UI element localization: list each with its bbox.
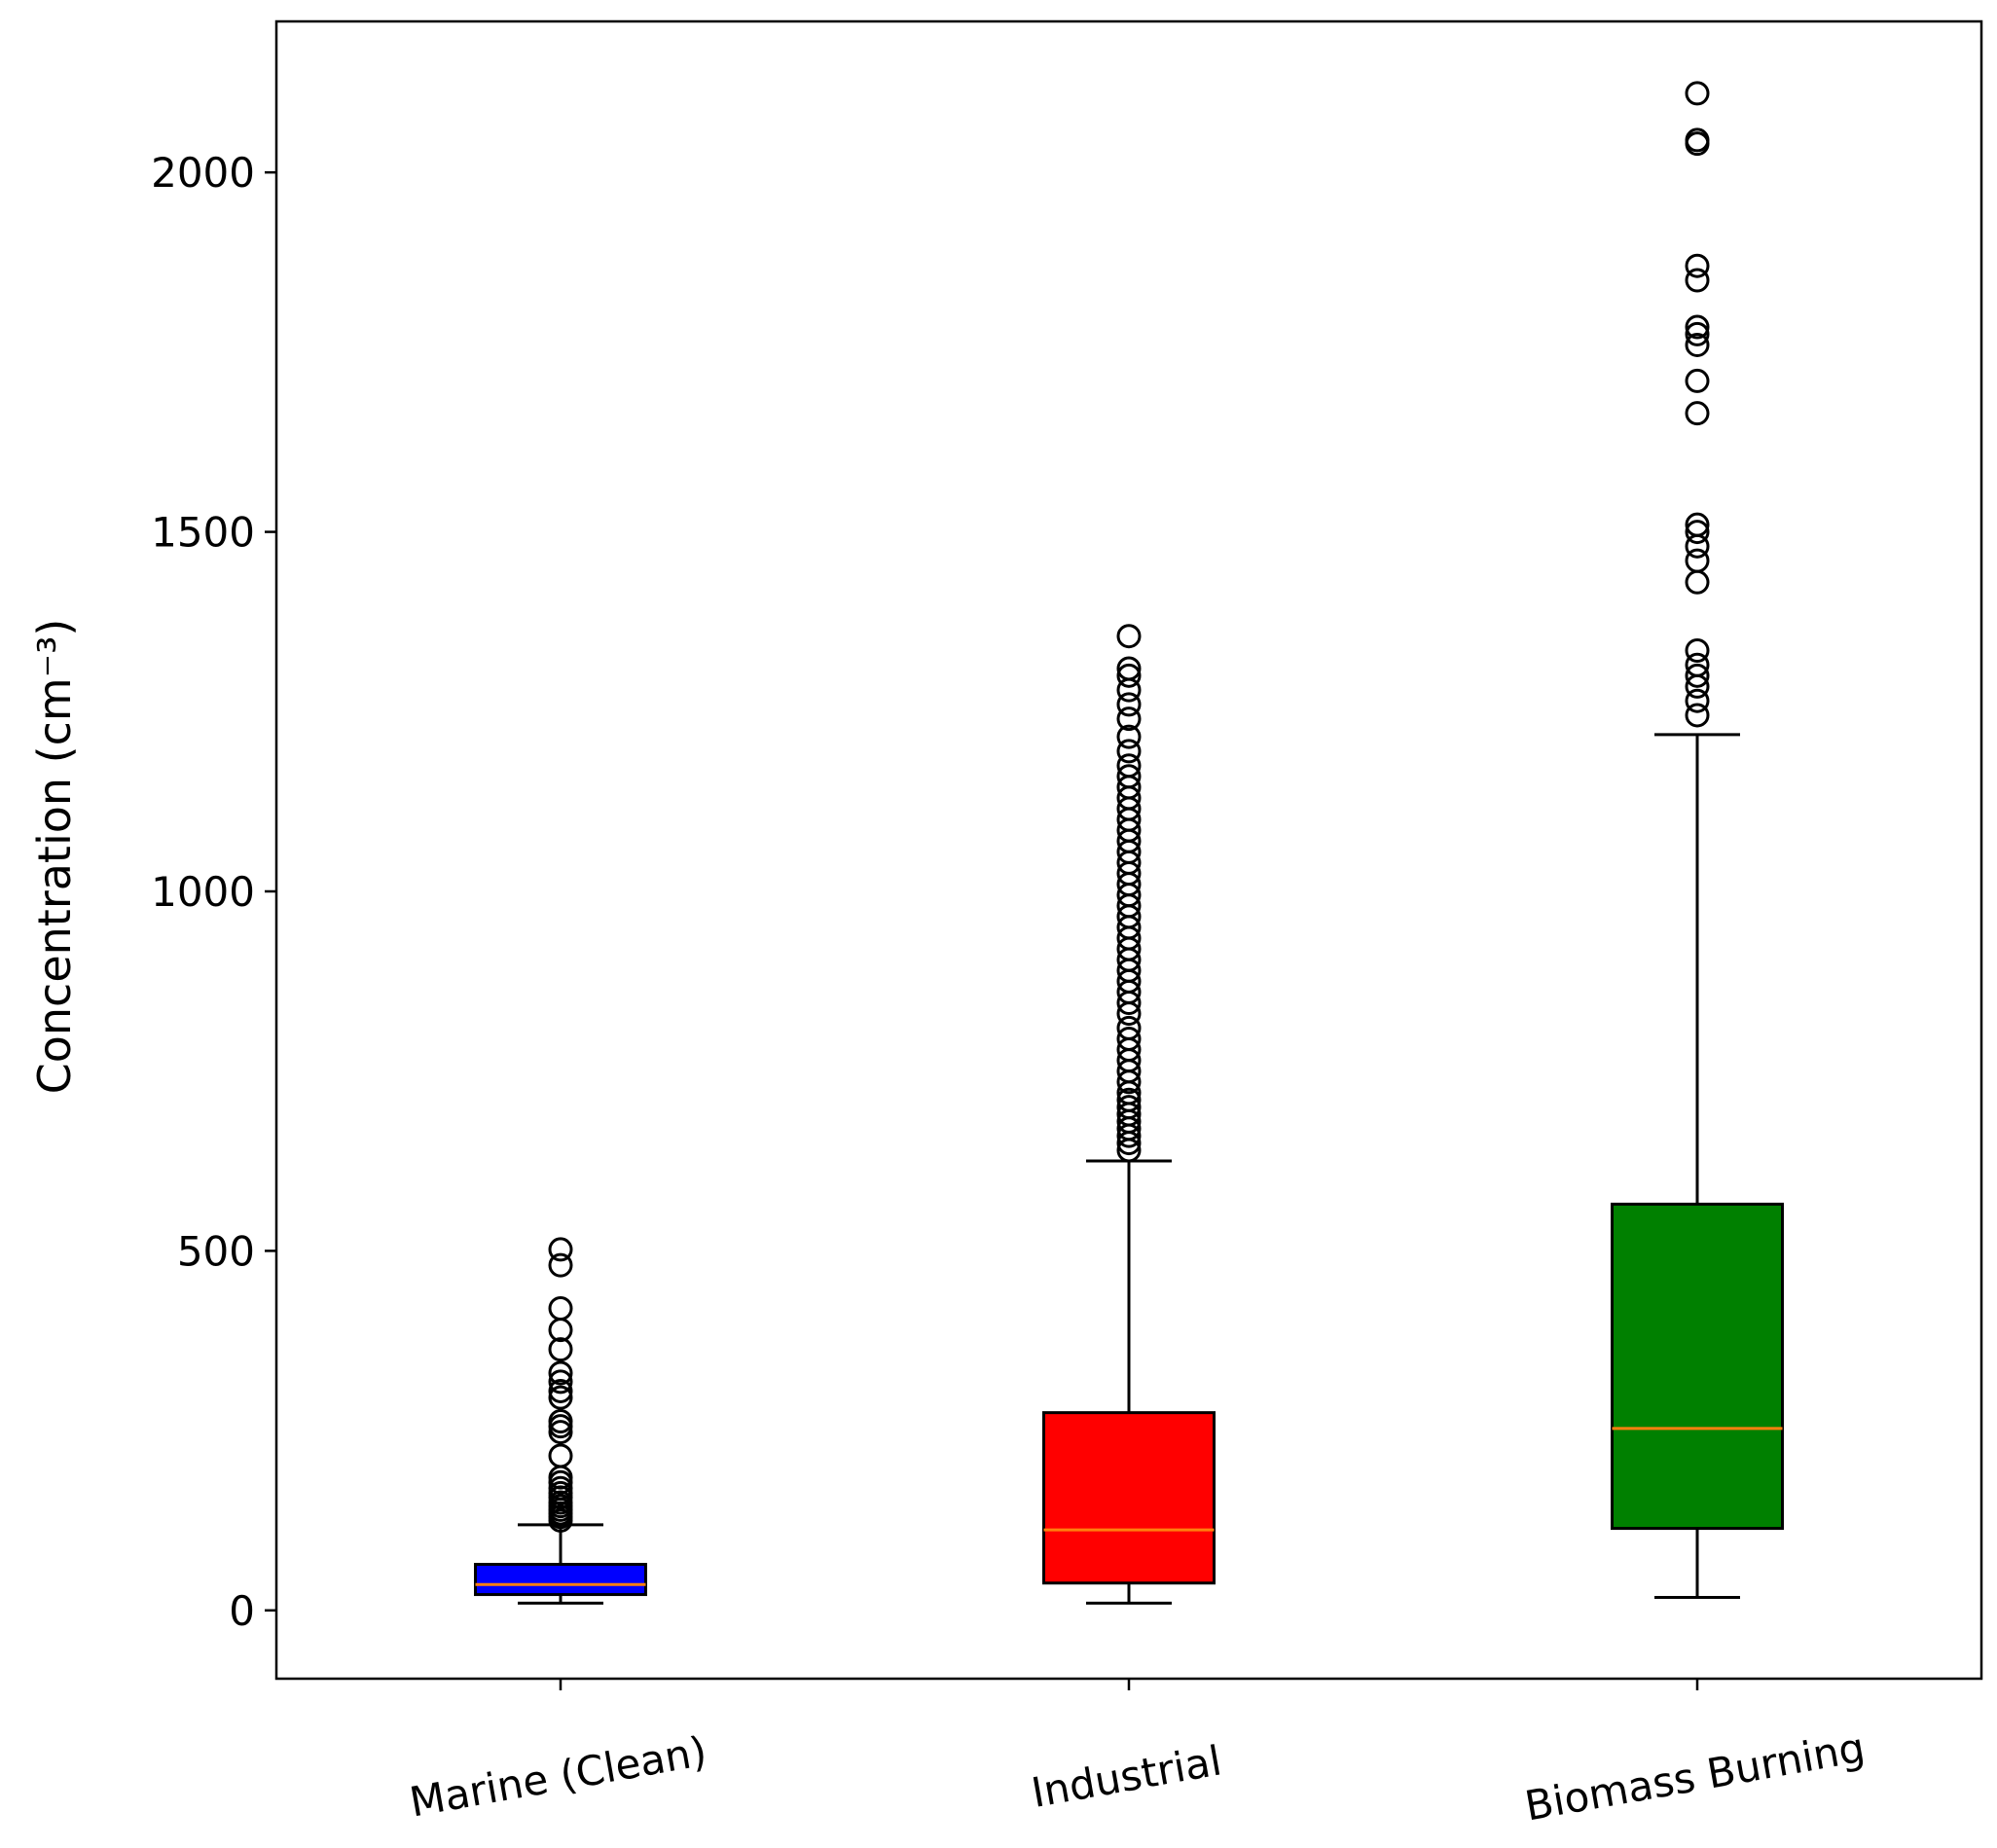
- outlier-point: [1116, 624, 1142, 649]
- y-tick-label: 500: [177, 1227, 255, 1275]
- box-group-1: [1042, 624, 1216, 1605]
- outlier-point: [1685, 652, 1710, 677]
- outlier-point: [1685, 637, 1710, 663]
- outlier-point: [1116, 707, 1142, 732]
- outlier-point: [548, 1378, 573, 1403]
- box-iqr: [1611, 1202, 1784, 1531]
- outlier-point: [1685, 548, 1710, 573]
- y-tick-label: 2000: [151, 149, 255, 197]
- outlier-point: [1116, 1087, 1142, 1112]
- y-axis-label: Concentration (cm⁻³): [28, 619, 81, 1095]
- outlier-point: [1685, 314, 1710, 340]
- plot-layer: [474, 81, 1784, 1605]
- outlier-point: [1116, 1015, 1142, 1040]
- outlier-point: [1116, 739, 1142, 764]
- outlier-point: [1685, 332, 1710, 357]
- box-group-2: [1611, 81, 1784, 1600]
- outlier-point: [548, 1252, 573, 1278]
- outlier-point: [1685, 663, 1710, 688]
- outlier-point: [548, 1296, 573, 1322]
- outlier-point: [1116, 1026, 1142, 1051]
- y-tick-label: 0: [229, 1587, 255, 1635]
- outlier-point: [1685, 321, 1710, 346]
- outlier-point: [1685, 268, 1710, 293]
- outlier-point: [1685, 512, 1710, 537]
- y-tick-label: 1500: [151, 509, 255, 557]
- box-group-0: [474, 1237, 647, 1605]
- outlier-point: [548, 1337, 573, 1362]
- outlier-point: [548, 1443, 573, 1468]
- outlier-point: [548, 1369, 573, 1395]
- outlier-point: [548, 1385, 573, 1410]
- outlier-point: [1116, 753, 1142, 779]
- outlier-point: [1116, 656, 1142, 681]
- outlier-point: [1116, 1095, 1142, 1120]
- y-tick-label: 1000: [151, 868, 255, 916]
- outlier-point: [1116, 692, 1142, 717]
- outlier-point: [548, 1408, 573, 1433]
- outlier-point: [1116, 663, 1142, 688]
- outlier-point: [1685, 401, 1710, 426]
- outlier-point: [1685, 127, 1710, 153]
- outlier-point: [1685, 688, 1710, 713]
- box-iqr: [474, 1563, 647, 1597]
- outlier-point: [1685, 520, 1710, 545]
- outlier-point: [1685, 368, 1710, 393]
- outlier-point: [1685, 703, 1710, 728]
- outlier-point: [1685, 253, 1710, 278]
- outlier-point: [548, 1237, 573, 1262]
- outlier-point: [1116, 764, 1142, 789]
- outlier-point: [1116, 724, 1142, 749]
- outlier-point: [1685, 81, 1710, 106]
- box-iqr: [1042, 1411, 1216, 1585]
- outlier-point: [548, 1360, 573, 1386]
